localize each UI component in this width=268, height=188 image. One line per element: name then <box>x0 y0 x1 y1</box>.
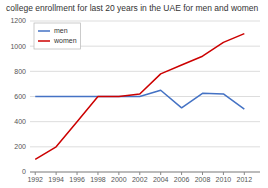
y-tick-label: 600 <box>14 93 26 100</box>
series-line <box>35 34 244 160</box>
grid <box>30 21 260 172</box>
x-tick <box>202 172 203 175</box>
x-tick-label: 1996 <box>69 176 85 183</box>
legend-label: women <box>53 37 77 44</box>
x-tick-label: 2010 <box>216 176 232 183</box>
y-tick-label: 200 <box>14 143 26 150</box>
x-axis <box>30 172 260 173</box>
x-tick <box>139 172 140 175</box>
x-tick <box>244 172 245 175</box>
y-tick-label: 800 <box>14 68 26 75</box>
x-tick-label: 2000 <box>111 176 127 183</box>
x-tick-label: 2012 <box>237 176 253 183</box>
y-tick-label: 1200 <box>10 17 26 24</box>
grid-line <box>30 71 260 72</box>
x-tick <box>35 172 36 175</box>
x-tick-label: 1994 <box>48 176 64 183</box>
legend-swatch <box>38 30 50 32</box>
grid-line <box>30 172 260 173</box>
title: college enrollment for last 20 years in … <box>6 3 259 13</box>
chart: college enrollment for last 20 years in … <box>0 0 268 188</box>
x-tick <box>223 172 224 175</box>
grid-line <box>30 21 260 22</box>
x-tick <box>181 172 182 175</box>
x-tick-label: 2004 <box>153 176 169 183</box>
x-tick <box>77 172 78 175</box>
legend-swatch <box>38 40 50 42</box>
x-tick <box>160 172 161 175</box>
x-tick-label: 2006 <box>174 176 190 183</box>
y-tick-label: 400 <box>14 118 26 125</box>
grid-line <box>30 121 260 122</box>
legend: men women <box>34 23 81 49</box>
x-tick-label: 2008 <box>195 176 211 183</box>
x-tick <box>118 172 119 175</box>
grid-line <box>30 146 260 147</box>
y-tick-label: 1000 <box>10 43 26 50</box>
x-tick <box>56 172 57 175</box>
x-tick-label: 2002 <box>132 176 148 183</box>
legend-frame <box>34 23 81 49</box>
lines <box>35 34 244 160</box>
y-tick-label: 0 <box>22 168 26 175</box>
legend-label: men <box>54 27 68 34</box>
x-tick <box>97 172 98 175</box>
x-tick-label: 1998 <box>90 176 106 183</box>
x-tick-label: 1992 <box>27 176 43 183</box>
